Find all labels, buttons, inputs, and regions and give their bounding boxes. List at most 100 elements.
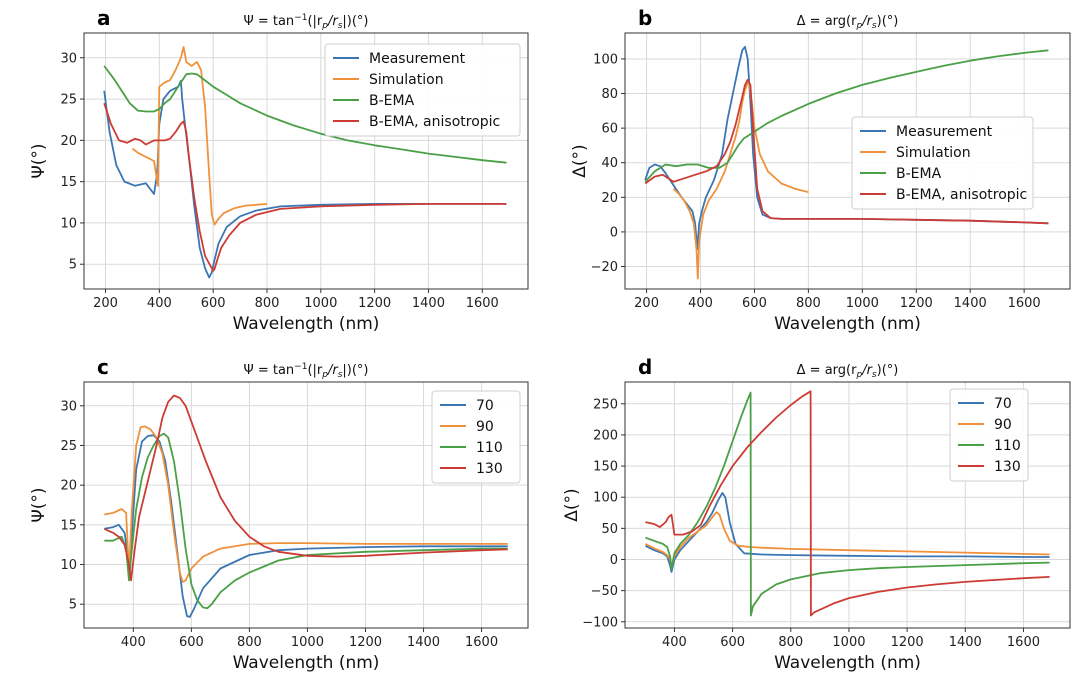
panel-c: 400 600 800 1000 1200 1400 1600 5 10 15 20 25 30 Wave… — [29, 355, 529, 673]
x-tick-label: 1000 — [832, 635, 865, 650]
panel-letter: a — [97, 6, 111, 30]
x-tick-label: 1600 — [465, 635, 498, 650]
y-tick-label: 80 — [601, 87, 618, 102]
series-line-b-ema-anisotropic — [644, 78, 1049, 225]
x-tick-label: 800 — [778, 635, 803, 650]
y-tick-label: 0 — [610, 225, 618, 240]
x-tick-label: 1600 — [466, 296, 499, 311]
legend-label: B-EMA — [896, 166, 942, 182]
y-tick-label: 25 — [60, 439, 77, 454]
x-tick-label: 1400 — [949, 635, 982, 650]
x-tick-label: 800 — [255, 296, 280, 311]
x-tick-label: 1000 — [291, 635, 324, 650]
y-tick-label: 20 — [601, 191, 618, 206]
y-axis-label: Δ(°) — [570, 144, 590, 177]
x-tick-label: 400 — [688, 296, 713, 311]
x-tick-label: 400 — [147, 296, 172, 311]
series-line-b-ema — [103, 65, 507, 164]
x-tick-label: 400 — [121, 635, 146, 650]
y-tick-label: 25 — [60, 93, 77, 108]
legend-label: 90 — [994, 417, 1012, 433]
legend-label: 90 — [476, 419, 494, 435]
y-tick-label: 30 — [60, 399, 77, 414]
series-line-110 — [645, 391, 1050, 617]
y-tick-label: 30 — [60, 51, 77, 66]
y-axis-label: Δ(°) — [562, 488, 582, 521]
x-tick-label: 600 — [720, 635, 745, 650]
legend-label: B-EMA, anisotropic — [896, 187, 1027, 203]
legend-label: B-EMA — [369, 93, 415, 109]
x-tick-label: 1400 — [412, 296, 445, 311]
series-line-b-ema — [644, 49, 1049, 183]
x-tick-label: 1200 — [349, 635, 382, 650]
y-tick-label: 15 — [60, 518, 77, 533]
x-tick-label: 600 — [742, 296, 767, 311]
x-tick-label: 600 — [179, 635, 204, 650]
x-tick-label: 1000 — [304, 296, 337, 311]
panel-a: 200 400 600 800 1000 1200 1400 1600 5 10 15 20 25 30 W… — [29, 6, 529, 334]
y-tick-label: 150 — [593, 460, 618, 475]
series-group — [103, 46, 507, 279]
x-tick-label: 1600 — [1008, 296, 1041, 311]
y-tick-label: 15 — [60, 175, 77, 190]
legend: 70 90 110 130 — [949, 388, 1029, 482]
plot-frame — [624, 32, 1071, 290]
x-axis-label: Wavelength (nm) — [233, 653, 380, 673]
plot-frame — [83, 32, 529, 290]
chart-title: Δ = arg(rp/rs)(°) — [797, 14, 899, 31]
legend-label: 130 — [476, 461, 503, 477]
x-tick-label: 1400 — [954, 296, 987, 311]
y-axis-label: Ψ(°) — [29, 143, 49, 178]
legend: Measurement Simulation B-EMA B-EMA, anisotr… — [324, 43, 521, 137]
x-tick-label: 400 — [662, 635, 687, 650]
panel-b: 200 400 600 800 1000 1200 1400 1600 −20 0 20 40 60 80… — [570, 6, 1071, 334]
x-tick-label: 200 — [93, 296, 118, 311]
y-axis-label: Ψ(°) — [29, 487, 49, 522]
series-group — [644, 390, 1050, 617]
x-tick-label: 800 — [237, 635, 262, 650]
y-tick-label: 0 — [610, 553, 618, 568]
x-tick-label: 800 — [796, 296, 821, 311]
x-axis-label: Wavelength (nm) — [774, 314, 921, 334]
series-line-110 — [104, 432, 508, 610]
y-tick-label: 20 — [60, 479, 77, 494]
legend-box — [431, 390, 521, 484]
legend-label: 130 — [994, 459, 1021, 475]
series-line-130 — [645, 390, 1050, 617]
x-tick-label: 1600 — [1007, 635, 1040, 650]
legend: Measurement Simulation B-EMA B-EMA, anisotr… — [851, 116, 1034, 210]
series-line-simulation — [131, 46, 268, 226]
y-tick-label: −50 — [591, 584, 618, 599]
x-tick-label: 600 — [201, 296, 226, 311]
panel-letter: b — [638, 6, 652, 30]
legend-label: Simulation — [369, 72, 444, 88]
series-line-simulation — [672, 81, 809, 280]
y-tick-label: 60 — [601, 122, 618, 137]
chart-title: Δ = arg(rp/rs)(°) — [797, 363, 899, 380]
y-tick-label: −100 — [582, 615, 618, 630]
series-line-130 — [103, 394, 508, 582]
plot-frame — [624, 381, 1071, 629]
x-tick-label: 1200 — [900, 296, 933, 311]
y-tick-label: 200 — [593, 428, 618, 443]
y-tick-label: 100 — [593, 491, 618, 506]
x-axis-label: Wavelength (nm) — [774, 653, 921, 673]
y-tick-label: 10 — [60, 216, 77, 231]
plot-frame — [83, 381, 529, 629]
panel-d: 400 600 800 1000 1200 1400 1600 −100 −50 0 50 100 15… — [562, 355, 1071, 673]
panel-letter: c — [97, 355, 109, 379]
legend-label: 70 — [994, 396, 1012, 412]
x-tick-label: 1200 — [891, 635, 924, 650]
legend-box — [324, 43, 521, 137]
legend-label: 70 — [476, 398, 494, 414]
series-line-90 — [644, 511, 1050, 568]
y-tick-label: 5 — [69, 258, 77, 273]
legend-label: 110 — [476, 440, 503, 456]
x-tick-label: 200 — [634, 296, 659, 311]
y-tick-label: 50 — [601, 522, 618, 537]
legend-label: Measurement — [369, 51, 466, 67]
y-tick-label: 40 — [601, 156, 618, 171]
chart-title: Ψ = tan−1(|rp/rs|)(°) — [243, 13, 368, 31]
series-line-90 — [104, 425, 508, 583]
